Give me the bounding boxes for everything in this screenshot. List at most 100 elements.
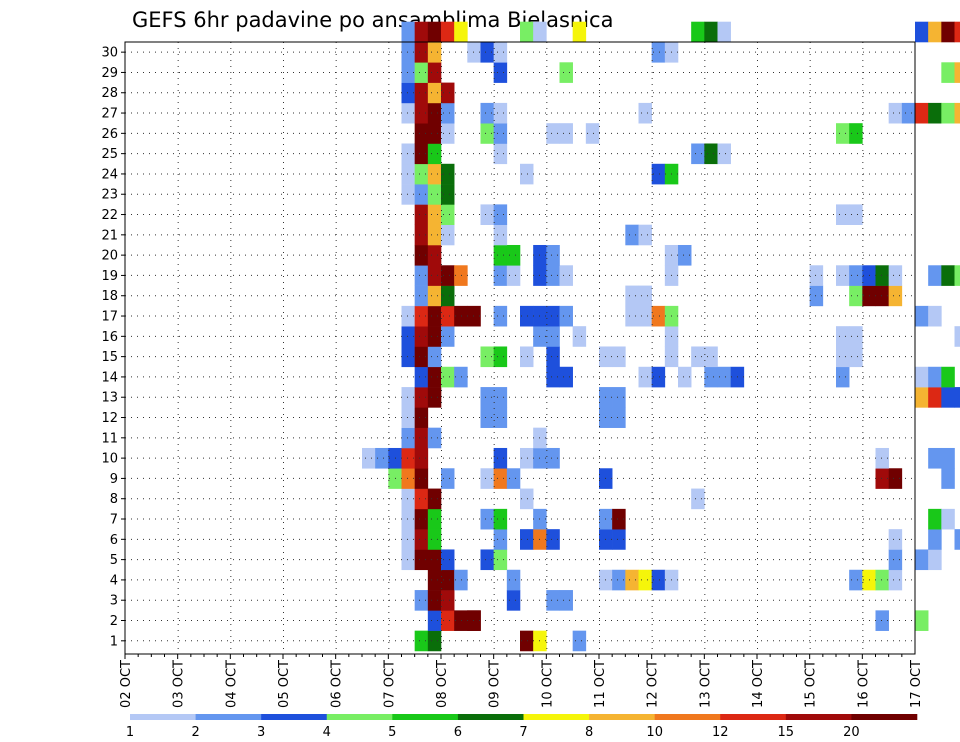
heatmap-cell [717, 143, 731, 165]
heatmap-cell [928, 529, 942, 550]
y-tick-label: 7 [110, 513, 118, 528]
heatmap-cell [704, 21, 718, 43]
heatmap-cell [520, 488, 534, 510]
heatmap-cell [441, 285, 455, 307]
heatmap-cell [678, 366, 692, 388]
heatmap-cell [414, 326, 429, 347]
colorbar-label: 4 [323, 725, 331, 740]
heatmap-cell [638, 569, 652, 591]
colorbar-label: 12 [712, 725, 729, 740]
heatmap-cell [480, 549, 494, 571]
heatmap-cell [638, 285, 652, 307]
heatmap-cell [493, 204, 508, 225]
heatmap-cell [427, 529, 442, 550]
y-tick-label: 29 [101, 66, 118, 81]
colorbar-swatch [261, 714, 328, 720]
colorbar-label: 7 [519, 725, 527, 740]
heatmap-cell [638, 224, 652, 246]
heatmap-cell [954, 326, 960, 347]
heatmap-cell [915, 549, 929, 571]
y-tick-label: 10 [101, 452, 118, 467]
heatmap-cell [441, 569, 455, 591]
heatmap-cell [520, 529, 534, 550]
heatmap-cell [427, 427, 442, 449]
heatmap-cell [401, 143, 415, 165]
heatmap-cell [414, 62, 429, 83]
heatmap-cell [546, 529, 560, 550]
x-tick-label: 07 OCT [382, 660, 397, 708]
heatmap-cell [441, 366, 455, 388]
heatmap-cell [441, 204, 455, 225]
heatmap-cell [546, 366, 560, 388]
heatmap-cell [585, 123, 600, 144]
colorbar-swatch [589, 714, 655, 720]
heatmap-cell [480, 42, 494, 63]
heatmap-cell [493, 62, 508, 83]
heatmap-cell [612, 407, 626, 428]
heatmap-cell [414, 42, 429, 63]
heatmap-cell [414, 346, 429, 368]
heatmap-cell [467, 305, 481, 327]
colorbar-swatch [654, 714, 721, 720]
heatmap-cell [493, 407, 508, 428]
heatmap-cell [493, 244, 508, 266]
heatmap-cell [875, 468, 889, 489]
y-tick-label: 21 [101, 228, 118, 243]
heatmap-cell [915, 387, 929, 408]
y-tick-label: 5 [110, 553, 118, 568]
heatmap-cell [888, 468, 903, 489]
heatmap-cell [493, 346, 508, 368]
heatmap-cell [414, 529, 429, 550]
heatmap-cell [427, 163, 442, 185]
heatmap-cell [454, 569, 468, 591]
heatmap-cell [493, 265, 508, 286]
heatmap-cell [888, 569, 903, 591]
heatmap-cell [401, 62, 415, 83]
heatmap-cell [915, 366, 929, 388]
y-tick-label: 19 [101, 269, 118, 284]
y-tick-label: 1 [110, 634, 118, 649]
heatmap-cell [480, 102, 494, 124]
y-tick-label: 9 [110, 472, 118, 487]
heatmap-cell [928, 21, 942, 43]
heatmap-cell [414, 590, 429, 611]
heatmap-cell [427, 62, 442, 83]
heatmap-cell [414, 184, 429, 205]
x-tick-label: 17 OCT [909, 660, 924, 708]
y-tick-label: 12 [101, 411, 118, 426]
x-tick-label: 12 OCT [646, 660, 661, 708]
heatmap-cell [559, 265, 573, 286]
heatmap-cell [427, 265, 442, 286]
heatmap-cell [480, 508, 494, 530]
heatmap-cell [888, 549, 903, 571]
heatmap-cell [493, 468, 508, 489]
heatmap-cell [441, 224, 455, 246]
colorbar-label: 1 [126, 725, 134, 740]
heatmap-cell [704, 366, 718, 388]
heatmap-cell [493, 224, 508, 246]
heatmap-cell [493, 549, 508, 571]
heatmap-cell [941, 468, 955, 489]
colorbar-label: 8 [585, 725, 593, 740]
heatmap-cell [559, 62, 573, 83]
heatmap-cell [678, 244, 692, 266]
heatmap-cell [954, 62, 960, 83]
heatmap-cell [414, 163, 429, 185]
heatmap-cell [401, 447, 415, 469]
heatmap-cell [401, 21, 415, 43]
heatmap-cell [427, 488, 442, 510]
colorbar-label: 20 [843, 725, 860, 740]
heatmap-cell [427, 123, 442, 144]
heatmap-cell [875, 447, 889, 469]
heatmap-cell [493, 508, 508, 530]
heatmap-cell [441, 184, 455, 205]
heatmap-cell [849, 123, 863, 144]
heatmap-cell [401, 407, 415, 428]
heatmap-cell [836, 326, 850, 347]
heatmap-cell [493, 123, 508, 144]
colorbar-swatch [720, 714, 787, 720]
colorbar-swatch [523, 714, 590, 720]
y-tick-label: 6 [110, 533, 118, 548]
heatmap-cell [915, 305, 929, 327]
heatmap-cell [546, 346, 560, 368]
